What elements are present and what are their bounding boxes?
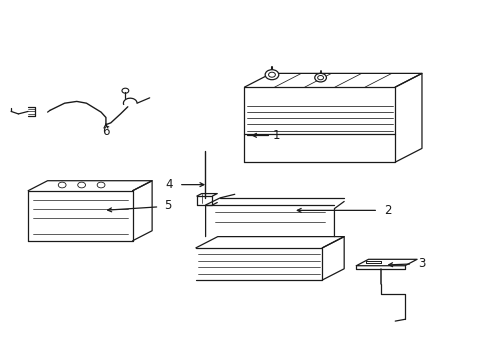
Text: 2: 2 bbox=[384, 204, 391, 217]
Text: 6: 6 bbox=[102, 125, 109, 138]
Circle shape bbox=[314, 73, 326, 82]
Text: 3: 3 bbox=[417, 257, 425, 270]
Circle shape bbox=[78, 182, 85, 188]
Circle shape bbox=[97, 182, 105, 188]
Circle shape bbox=[268, 72, 275, 77]
Circle shape bbox=[58, 182, 66, 188]
Text: 5: 5 bbox=[164, 199, 171, 212]
Circle shape bbox=[122, 88, 128, 93]
Circle shape bbox=[264, 70, 278, 80]
Text: 1: 1 bbox=[272, 129, 280, 142]
Circle shape bbox=[317, 76, 323, 80]
Text: 4: 4 bbox=[165, 178, 172, 191]
